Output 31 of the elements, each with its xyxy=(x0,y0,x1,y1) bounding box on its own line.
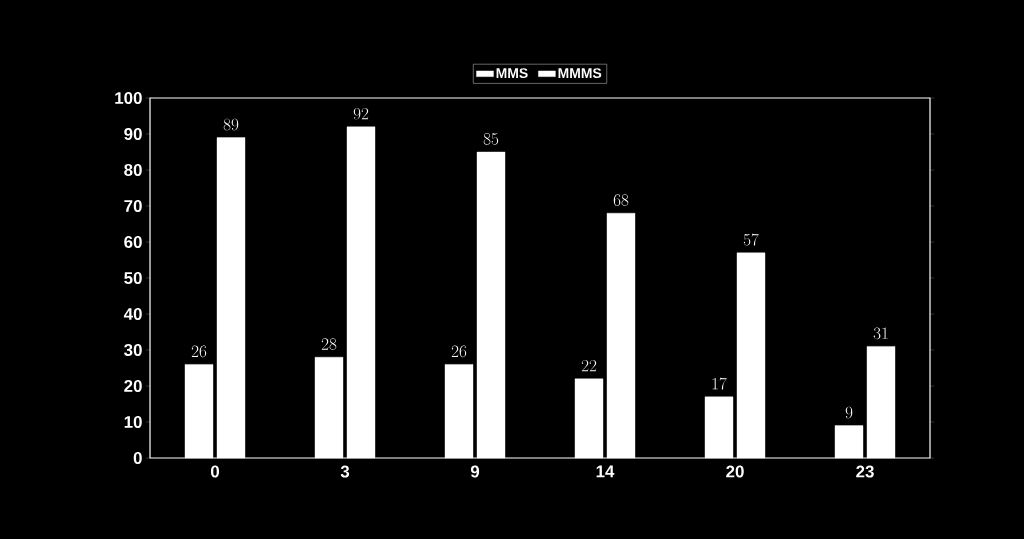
y-tick-label: 0 xyxy=(133,452,142,464)
y-tick-label: 50 xyxy=(124,272,142,284)
y-tick-label: 100 xyxy=(115,92,142,104)
x-tick-label: 14 xyxy=(596,465,615,478)
data-label: 9 xyxy=(845,406,853,419)
x-tick-label: 9 xyxy=(470,465,480,478)
data-label: 26 xyxy=(451,345,467,358)
data-label: 31 xyxy=(873,327,888,340)
data-label: 17 xyxy=(712,377,727,390)
data-label: 85 xyxy=(483,133,499,145)
y-tick-label: 40 xyxy=(123,308,142,320)
data-label: 26 xyxy=(191,345,207,358)
data-label: 68 xyxy=(613,194,629,206)
data-label: 92 xyxy=(353,107,369,120)
y-tick-label: 10 xyxy=(124,416,142,428)
data-label: 57 xyxy=(743,233,759,246)
data-label: 28 xyxy=(321,338,337,350)
x-tick-label: 20 xyxy=(726,465,744,478)
x-tick-label: 23 xyxy=(856,465,874,478)
y-tick-label: 90 xyxy=(124,128,142,140)
legend-label: MMS xyxy=(496,68,528,79)
y-tick-label: 30 xyxy=(124,343,142,356)
x-tick-label: 0 xyxy=(210,465,220,478)
y-tick-label: 20 xyxy=(124,380,142,392)
x-tick-label: 3 xyxy=(340,465,350,478)
y-tick-label: 60 xyxy=(124,236,142,248)
y-tick-label: 80 xyxy=(124,164,142,176)
legend-label: MMMS xyxy=(558,68,602,79)
data-label: 22 xyxy=(581,359,597,372)
data-label: 89 xyxy=(223,118,239,131)
y-tick-label: 70 xyxy=(124,200,142,212)
